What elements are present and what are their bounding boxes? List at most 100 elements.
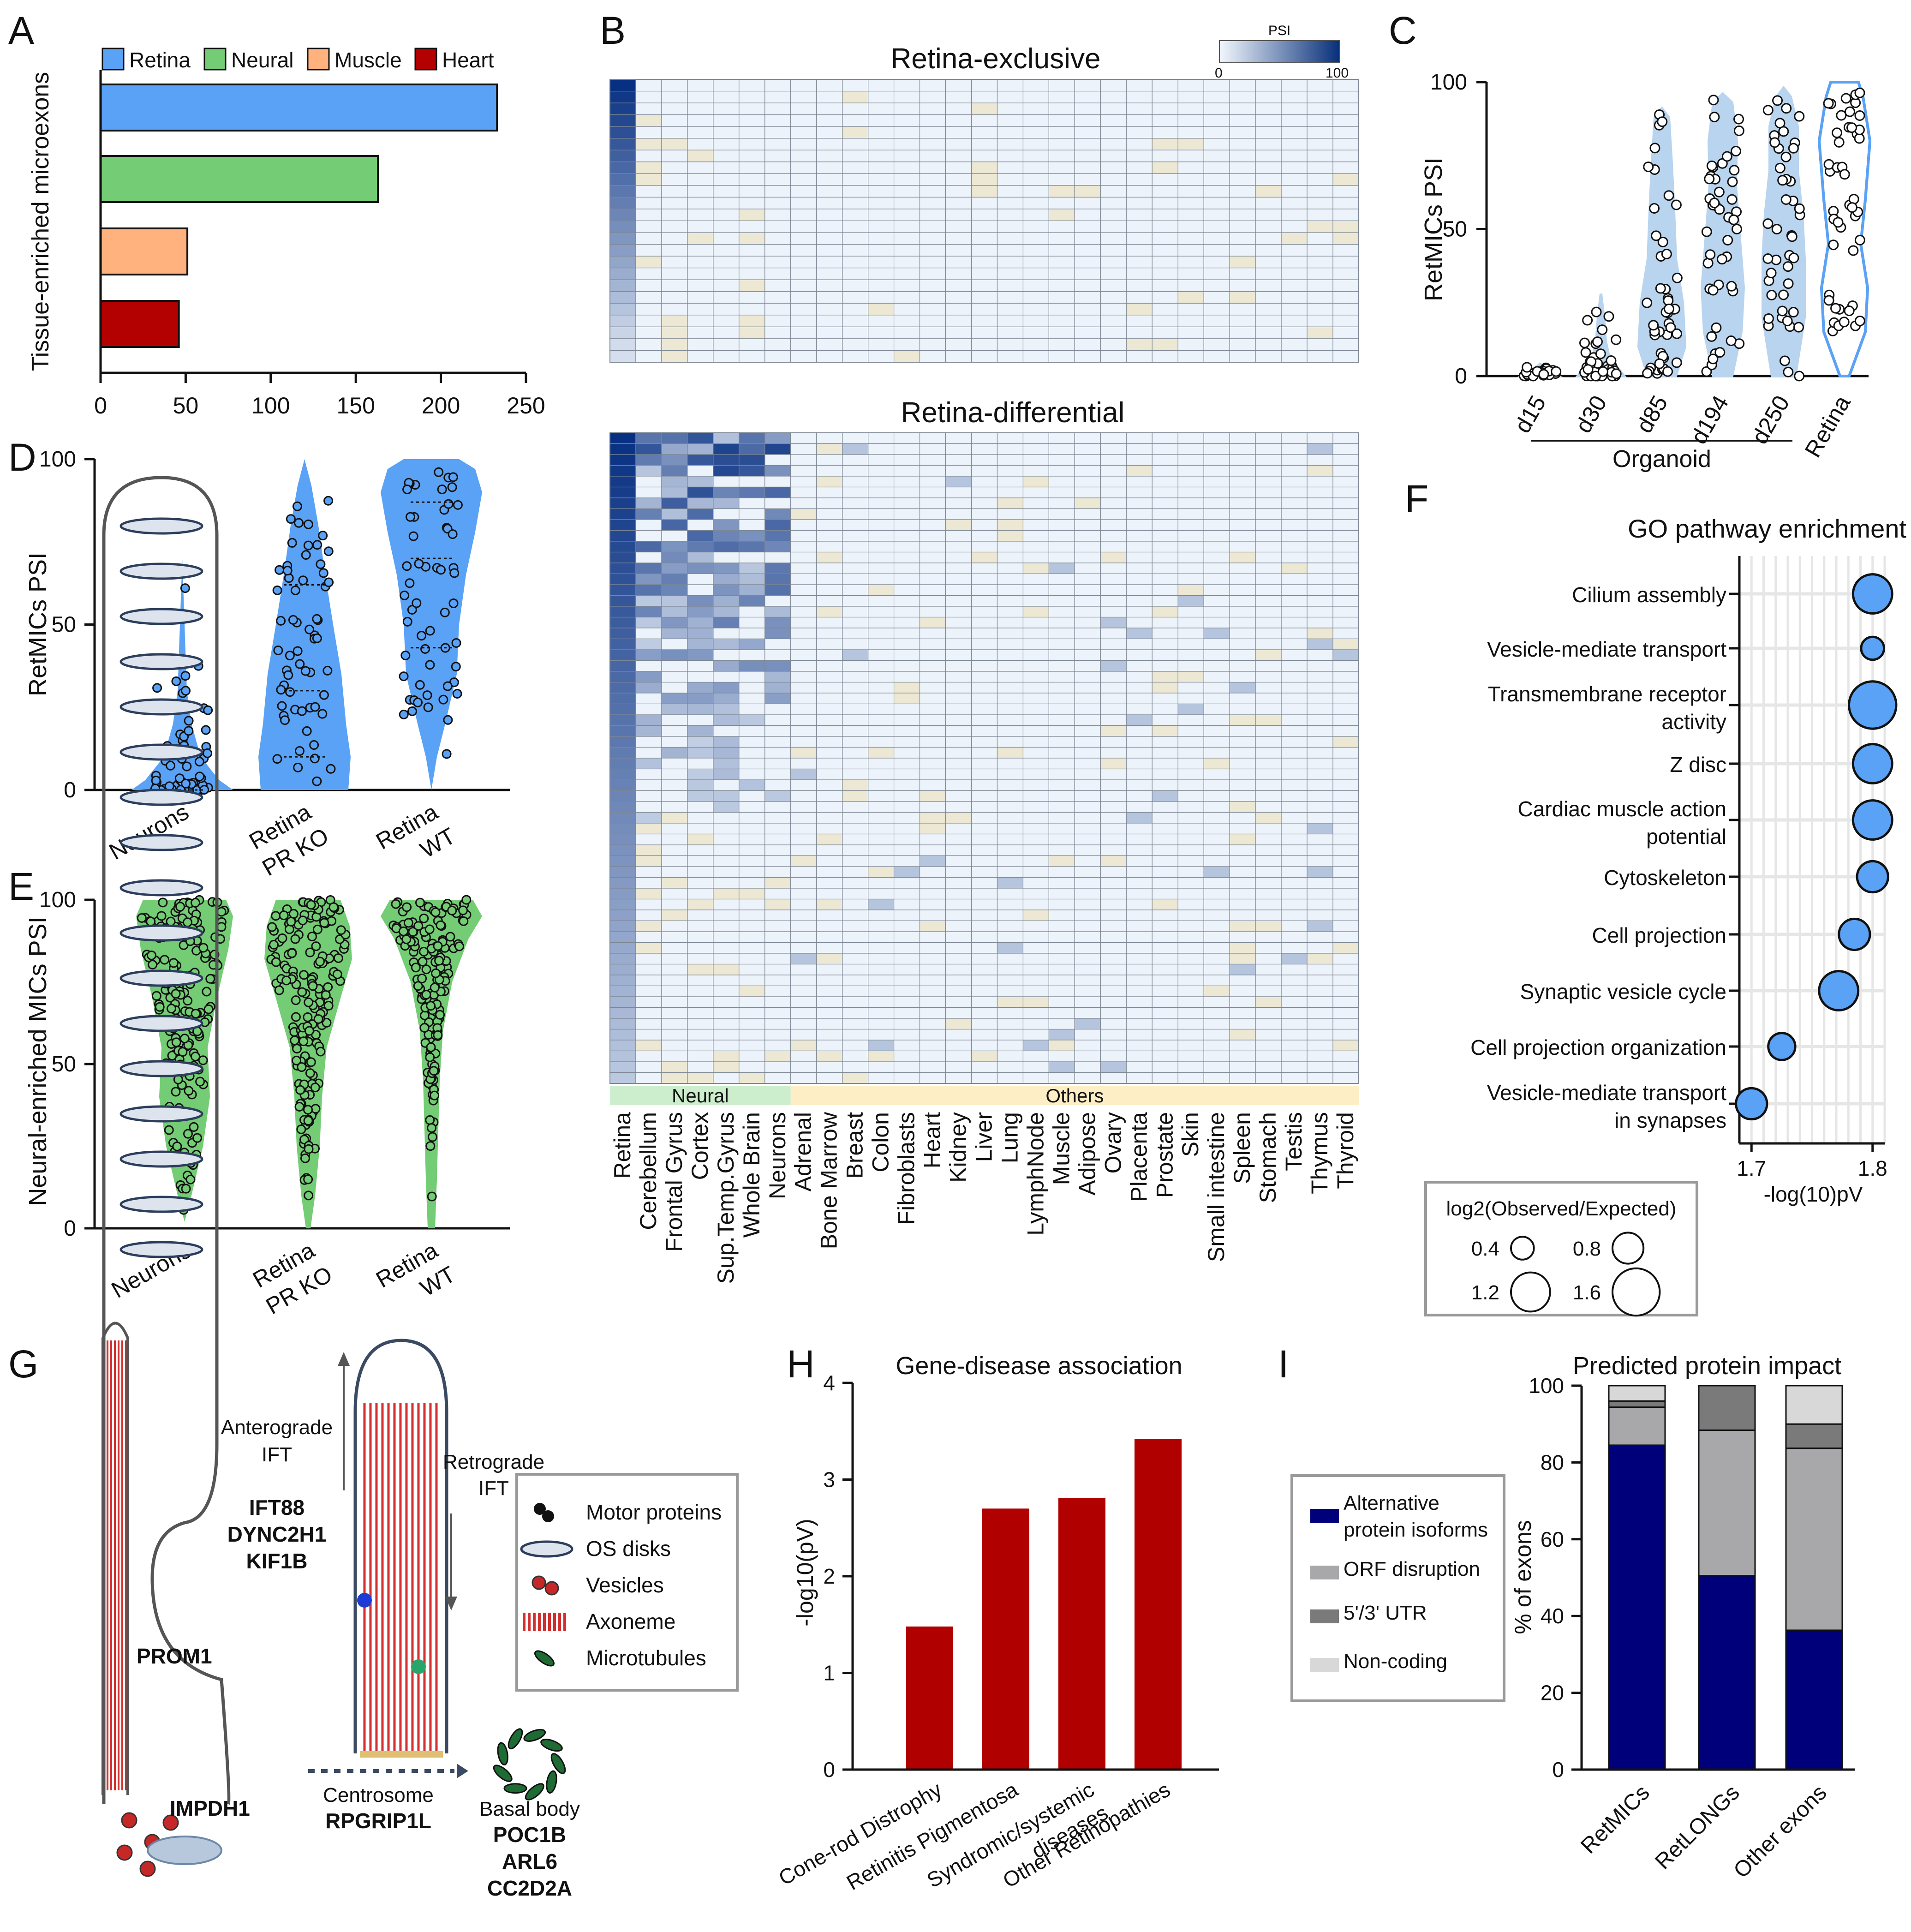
heatmap-cell <box>868 996 895 1008</box>
data-point <box>1794 371 1805 382</box>
heatmap-cell <box>1281 660 1308 672</box>
heatmap-cell <box>609 209 636 221</box>
heatmap-cell <box>1255 303 1282 316</box>
colorbar <box>1219 40 1340 63</box>
heatmap-cell <box>1332 1018 1359 1030</box>
heatmap-cell <box>971 443 998 455</box>
data-point <box>292 1044 302 1054</box>
heatmap-cell <box>1229 866 1256 878</box>
heatmap-cell <box>842 315 869 327</box>
heatmap-cell <box>764 138 791 150</box>
heatmap-cell <box>997 638 1024 650</box>
heatmap-cell <box>1152 1040 1178 1052</box>
heatmap-cell <box>945 138 972 150</box>
panel-letter: E <box>8 865 34 908</box>
heatmap-cell <box>1022 508 1050 520</box>
data-point <box>297 1062 307 1072</box>
data-point <box>1642 368 1653 379</box>
heatmap-cell <box>609 150 636 162</box>
data-point <box>1780 194 1792 205</box>
heatmap-cell <box>1152 920 1178 932</box>
heatmap-cell <box>1152 628 1178 640</box>
heatmap-cell <box>842 606 869 618</box>
heatmap-cell <box>635 747 662 759</box>
heatmap-cell <box>997 855 1024 867</box>
heatmap-cell <box>816 232 843 245</box>
heatmap-cell <box>1152 942 1178 954</box>
heatmap-cell <box>1126 530 1153 542</box>
heatmap-cell <box>919 185 946 198</box>
heatmap-cell <box>1100 844 1127 856</box>
heatmap-cell <box>971 812 998 824</box>
heatmap-cell <box>1048 90 1075 103</box>
data-point <box>1597 324 1608 335</box>
heatmap-cell <box>661 541 688 553</box>
heatmap-cell <box>1022 975 1050 987</box>
heatmap-cell <box>687 476 714 488</box>
data-point <box>1779 355 1790 366</box>
heatmap-cell <box>1126 1018 1153 1030</box>
data-point <box>185 1174 196 1184</box>
heatmap-cell <box>764 975 791 987</box>
term-label: in synapses <box>1614 1108 1726 1132</box>
heatmap-cell <box>816 833 843 845</box>
heatmap-cell <box>894 303 920 316</box>
heatmap-cell <box>1203 530 1230 542</box>
heatmap-cell <box>816 185 843 198</box>
heatmap-cell <box>609 315 636 327</box>
heatmap-cell <box>1229 138 1256 150</box>
heatmap-cell <box>919 432 946 444</box>
heatmap-cell <box>1177 476 1204 488</box>
heatmap-cell <box>1152 768 1178 780</box>
heatmap-cell <box>687 877 714 889</box>
heatmap-cell <box>1307 573 1333 585</box>
heatmap-cell <box>1307 942 1333 954</box>
heatmap-cell <box>661 996 688 1008</box>
heatmap-cell <box>1126 519 1153 531</box>
heatmap-cell <box>919 161 946 174</box>
heatmap-cell <box>790 114 817 127</box>
heatmap-cell <box>1177 102 1204 115</box>
heatmap-cell <box>842 497 869 509</box>
heatmap-cell <box>1100 465 1127 477</box>
heatmap-cell <box>1307 1050 1333 1062</box>
data-point <box>295 1085 305 1095</box>
data-point <box>440 607 450 617</box>
heatmap-cell <box>635 671 662 683</box>
heatmap-cell <box>609 725 636 737</box>
heatmap-cell <box>1048 173 1075 186</box>
heatmap-cell <box>1152 551 1178 563</box>
term-label: potential <box>1646 825 1726 849</box>
heatmap-cell <box>971 508 998 520</box>
heatmap-cell <box>1048 812 1075 824</box>
heatmap-cell <box>1281 714 1308 726</box>
heatmap-cell <box>894 530 920 542</box>
heatmap-cell <box>687 833 714 845</box>
y-axis-label: -log10(pV) <box>792 1519 818 1626</box>
data-point <box>1714 186 1725 197</box>
heatmap-cell <box>945 909 972 921</box>
heatmap-cell <box>1022 497 1050 509</box>
heatmap-cell <box>790 920 817 932</box>
heatmap-cell <box>1307 975 1333 987</box>
data-point <box>191 1009 201 1019</box>
heatmap-cell <box>635 443 662 455</box>
heatmap-cell <box>1281 736 1308 748</box>
heatmap-cell <box>609 638 636 650</box>
heatmap-cell <box>1332 660 1359 672</box>
data-point <box>304 1190 314 1201</box>
legend-label: 5'/3' UTR <box>1344 1602 1427 1624</box>
heatmap-cell <box>919 790 946 802</box>
heatmap-cell <box>1281 628 1308 640</box>
heatmap-cell <box>790 350 817 363</box>
heatmap-cell <box>1022 1040 1050 1052</box>
heatmap-cell <box>842 649 869 661</box>
heatmap-cell <box>635 562 662 574</box>
legend-axoneme-icon <box>533 1613 536 1631</box>
heatmap-cell <box>1022 279 1050 292</box>
heatmap-cell <box>1152 465 1178 477</box>
heatmap-cell <box>997 443 1024 455</box>
data-point <box>184 726 194 736</box>
heatmap-cell <box>997 844 1024 856</box>
heatmap-cell <box>1332 303 1359 316</box>
